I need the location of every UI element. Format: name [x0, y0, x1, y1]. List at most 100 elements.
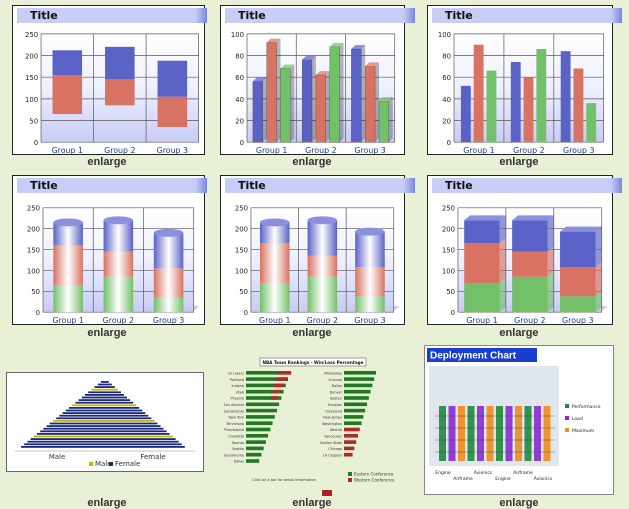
bar [378, 100, 389, 143]
pyramid-bar-right [105, 404, 137, 407]
pyramid-bar-right [105, 422, 158, 425]
nba-chart-thumbnail[interactable]: NBA Team Rankings - Win/Loss Percentage L… [223, 356, 404, 486]
pyramid-bar-right [105, 386, 115, 388]
bar-side [499, 215, 506, 244]
bar-side [499, 238, 506, 283]
x-tick-label: Group 2 [514, 316, 545, 324]
y-tick-label: 100 [442, 267, 455, 275]
team-label: Houston [328, 403, 342, 407]
bar-top [266, 38, 281, 43]
pyramid-bar-right [105, 381, 109, 383]
enlarge-link[interactable]: enlarge [499, 497, 539, 509]
bar [536, 49, 547, 143]
bar [351, 48, 362, 143]
deployment-bar [534, 406, 541, 461]
bar-segment [153, 297, 184, 313]
pyramid-bar-right [105, 396, 128, 399]
team-label: Vancouver [324, 435, 342, 439]
bar [586, 103, 597, 143]
bar-top [378, 97, 393, 102]
team-label: Indiana [231, 384, 244, 388]
stacked-cylinder-chart: 250 200 150 100 50 0 Group 1 Group 2 Group 3 [27, 205, 200, 324]
enlarge-link[interactable]: enlarge [87, 497, 127, 509]
bar [266, 42, 277, 143]
pyramid-bar-right [105, 427, 164, 430]
chart-card-3[interactable]: Title 100 80 60 40 20 0 Group 1 Group 2 Group 3 [427, 5, 622, 155]
bar-east [246, 459, 260, 463]
team-label: Portland [230, 378, 244, 382]
chart-card-5[interactable]: Title 250 200 150 100 50 0 Group 1 Group 2 Group… [220, 175, 415, 325]
legend-label: Load [572, 416, 583, 422]
bar-top [512, 215, 554, 221]
y-tick-label: 100 [25, 96, 38, 104]
bar-east [246, 377, 288, 381]
bar-segment [53, 285, 83, 313]
enlarge-link[interactable]: enlarge [292, 497, 332, 509]
bar [365, 66, 376, 143]
bar-side [595, 291, 602, 313]
chart-card-2[interactable]: Title 100 80 60 40 20 0 Group 1 Group 2 Group 3 [220, 5, 415, 155]
legend-label: Maximum [572, 428, 594, 434]
chart-title: Title [432, 178, 622, 193]
bar-segment [153, 232, 184, 269]
bar-east [344, 434, 358, 438]
bar-segment [560, 267, 596, 297]
clustered-bar-chart: 100 80 60 40 20 0 Group 1 Group 2 Group 3 [438, 31, 605, 154]
cylinder-top [355, 227, 385, 236]
team-label: Chicago [328, 447, 342, 451]
y-tick-label: 0 [240, 139, 244, 147]
bar-east [246, 371, 291, 375]
bar-side [339, 42, 344, 143]
team-label: San Antonio [224, 403, 244, 407]
pyramid-bar-left [81, 396, 105, 399]
enlarge-link[interactable]: enlarge [499, 327, 539, 339]
bar-segment-red [105, 79, 135, 106]
enlarge-link[interactable]: enlarge [87, 156, 127, 168]
bar-top [560, 226, 602, 232]
deployment-chart-thumbnail[interactable]: Deployment Chart Engine Airframe Avionics En… [424, 345, 614, 495]
bar-east [246, 389, 284, 394]
bar-segment [355, 296, 385, 313]
pyramid-bar-left [24, 443, 106, 446]
pyramid-bar-right [105, 433, 170, 435]
pyramid-bar-right [105, 383, 112, 386]
pyramid-bar-left [53, 420, 105, 422]
chart-card-1[interactable]: Title 250 200 150 100 50 0 Group 1 Group 2 Group… [12, 5, 207, 155]
enlarge-link[interactable]: enlarge [87, 327, 127, 339]
bar [523, 77, 534, 143]
bar [315, 74, 326, 143]
y-tick-label: 20 [442, 117, 451, 125]
y-tick-label: 20 [235, 117, 244, 125]
deployment-bar [477, 406, 484, 461]
team-label: New York [228, 416, 244, 420]
pyramid-chart-thumbnail[interactable]: Male Female Male Female [6, 372, 204, 472]
chart-card-4[interactable]: Title 250 200 150 100 50 0 Group 1 Group 2 Group… [12, 175, 207, 325]
pyramid-bar-right [105, 401, 134, 404]
bar-segment [464, 220, 500, 244]
bar [460, 85, 471, 143]
enlarge-link[interactable]: enlarge [499, 156, 539, 168]
x-tick-label: Group 3 [563, 146, 594, 154]
chart-title: Deployment Chart [430, 351, 517, 362]
pyramid-bar-left [85, 394, 105, 396]
enlarge-link[interactable]: enlarge [292, 327, 332, 339]
chart-card-6[interactable]: Title 250 200 150 100 50 0 Group 1 Group 2 Group… [427, 175, 622, 325]
bar-top [351, 45, 366, 50]
pyramid-bar-right [105, 446, 185, 448]
bar-segment [103, 276, 134, 313]
bar-segment [307, 220, 338, 256]
y-tick-label: 80 [235, 52, 244, 60]
pyramid-bar-left [62, 412, 105, 414]
pyramid-bar-left [43, 427, 105, 430]
deployment-bar [524, 406, 532, 461]
bar [329, 46, 340, 143]
x-tick-label: Group 1 [259, 316, 290, 324]
bar-east [344, 427, 360, 432]
legend-swatch [565, 416, 569, 420]
pyramid-bar-right [105, 420, 155, 422]
bar [473, 44, 484, 143]
enlarge-link[interactable]: enlarge [292, 156, 332, 168]
team-label: Dallas [332, 384, 343, 388]
y-tick-label: 150 [442, 247, 455, 255]
deployment-bar [496, 406, 503, 461]
